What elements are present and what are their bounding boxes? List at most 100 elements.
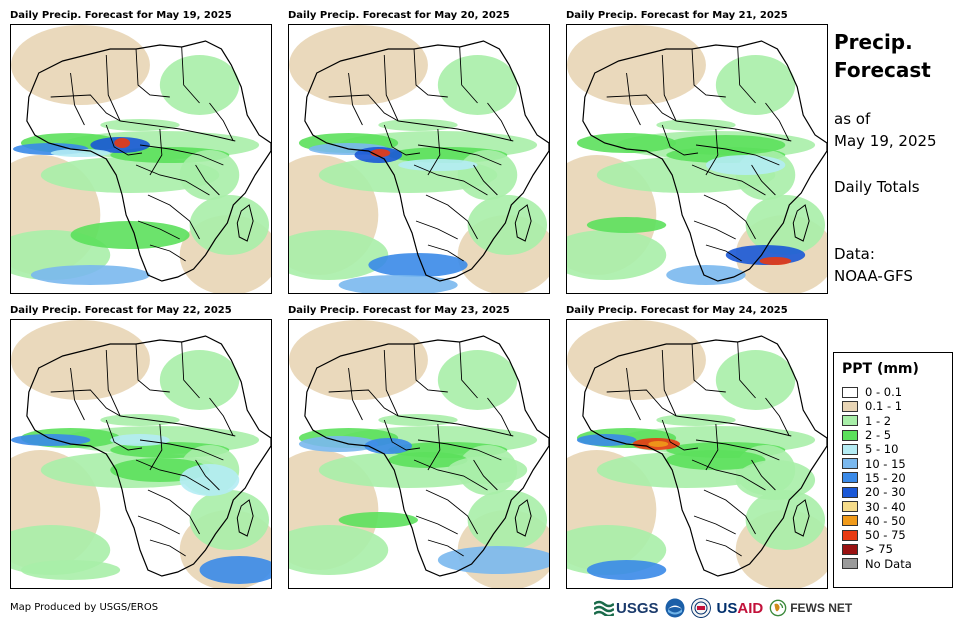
legend-item: 10 - 15 [842,456,952,471]
country-border [473,164,498,196]
usaid-text-aid: AID [737,599,764,617]
legend-swatch [842,400,858,412]
country-border [695,144,780,166]
country-border [398,415,514,437]
panel-title: Daily Precip. Forecast for May 23, 2025 [288,305,510,316]
precip-area [189,490,270,550]
precip-area [114,138,131,148]
country-border [195,459,220,491]
country-border [487,397,512,437]
country-border [383,54,399,122]
country-border [105,349,121,417]
country-border [149,423,163,471]
precip-area [199,556,271,584]
country-border [626,367,641,421]
country-border [147,194,200,240]
country-border [70,72,85,126]
as-of-date: as of May 19, 2025 [834,108,937,152]
legend-swatch [842,415,858,427]
precip-area [40,157,220,193]
country-border [487,102,512,142]
country-border [703,194,756,240]
africa-map-svg [567,25,827,293]
country-border [703,489,756,535]
country-border [413,48,448,98]
legend-item: 30 - 40 [842,499,952,514]
precip-area [457,150,518,200]
country-border [705,539,742,557]
country-border [413,343,448,393]
country-border [676,120,792,142]
precip-area [567,230,667,280]
fews-net-text: FEWS NET [790,601,853,615]
panel-title: Daily Precip. Forecast for May 20, 2025 [288,10,510,21]
africa-map-svg [289,25,549,293]
africa-coastline [304,335,549,577]
precip-area [159,350,240,410]
country-border [606,94,677,122]
legend-item: 0 - 0.1 [842,385,952,399]
forecast-map [288,319,550,589]
legend-item: 20 - 30 [842,485,952,499]
legend-swatch [842,458,858,470]
country-border [661,124,699,156]
legend-title: PPT (mm) [842,361,919,377]
country-border [50,389,121,417]
as-of-label: as of [834,110,871,128]
precip-area [745,490,826,550]
country-border [105,124,143,156]
legend-item: 15 - 20 [842,471,952,485]
legend-item: 5 - 10 [842,442,952,456]
precip-area [715,55,796,115]
legend-swatch [842,558,858,570]
country-border [398,120,514,142]
country-border [147,489,200,535]
country-border [135,164,210,196]
partner-logos: USGS USAID FEWS NET [594,597,852,619]
country-border [691,164,766,196]
precip-area [567,320,706,400]
country-border [661,349,677,417]
madagascar-outline [236,204,254,242]
precip-area [289,525,389,575]
country-border [328,94,399,122]
forecast-map [10,24,272,294]
madagascar-outline [514,499,532,537]
precip-area [745,195,826,255]
madagascar-outline [792,204,810,242]
africa-map-svg [289,320,549,588]
precip-area [378,414,458,426]
usaid-logo: USAID [717,600,764,617]
africa-coastline [26,40,271,282]
usgs-logo: USGS [594,600,659,617]
precip-area [705,155,786,175]
precip-area [50,149,111,157]
as-of-value: May 19, 2025 [834,132,937,150]
country-border [705,423,719,471]
precip-area [437,350,518,410]
precip-area [30,265,150,285]
country-border [691,343,726,393]
country-border [348,367,363,421]
country-border [137,220,180,240]
legend-label: 20 - 30 [865,485,906,500]
precip-area [338,512,419,528]
legend-swatch [842,486,858,498]
country-border [181,46,200,104]
precip-area [586,217,667,233]
precip-area [289,230,389,280]
legend-item: 1 - 2 [842,414,952,428]
precip-area [11,25,150,105]
legend-label: 10 - 15 [865,456,906,471]
precip-area [378,119,458,131]
precip-area [368,253,468,277]
legend-swatch [842,529,858,541]
country-border [737,341,756,399]
country-border [149,244,186,262]
country-border [427,423,441,471]
country-border [383,349,399,417]
precip-area [298,436,379,452]
precip-area [648,441,669,447]
legend-swatch [842,443,858,455]
